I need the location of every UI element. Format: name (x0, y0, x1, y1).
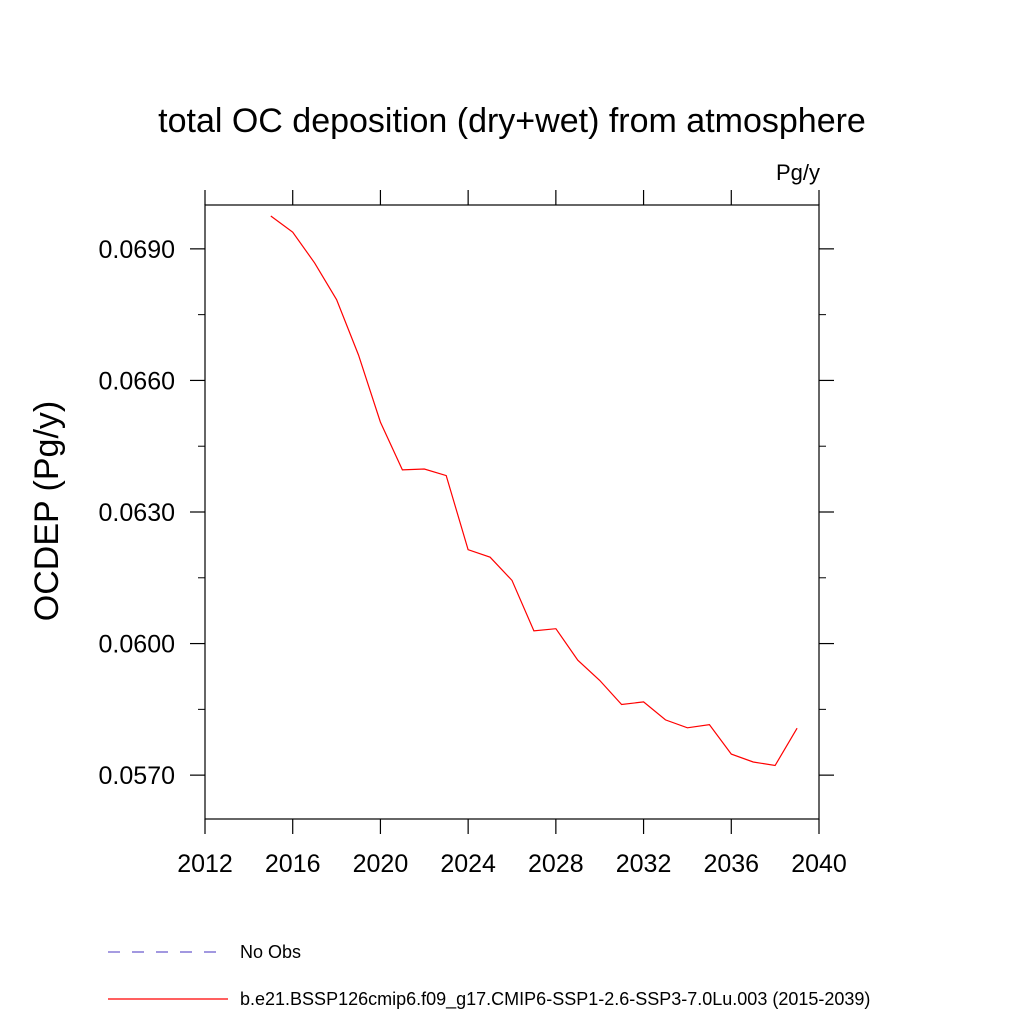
x-tick-label: 2020 (353, 850, 409, 878)
x-tick-label: 2040 (791, 850, 847, 878)
x-tick-label: 2016 (265, 850, 321, 878)
y-axis-label: OCDEP (Pg/y) (28, 401, 66, 621)
legend-label: b.e21.BSSP126cmip6.f09_g17.CMIP6-SSP1-2.… (240, 989, 870, 1010)
units-label: Pg/y (776, 160, 820, 185)
x-tick-label: 2036 (703, 850, 759, 878)
legend: No Obs b.e21.BSSP126cmip6.f09_g17.CMIP6-S… (108, 942, 870, 1010)
x-tick-label: 2028 (528, 850, 584, 878)
x-tick-label: 2024 (440, 850, 496, 878)
chart-title: total OC deposition (dry+wet) from atmos… (158, 102, 866, 140)
plot-frame (204, 204, 820, 820)
series-layer (270, 215, 798, 767)
y-tick-label: 0.0690 (99, 236, 175, 264)
x-tick-label: 2012 (177, 850, 233, 878)
x-tick-label: 2032 (616, 850, 672, 878)
y-tick-label: 0.0600 (99, 631, 175, 659)
y-tick-label: 0.0630 (99, 499, 175, 527)
series-line (270, 215, 798, 767)
y-tick-label: 0.0570 (99, 762, 175, 790)
axis-ticks: 2012 2016 2020 2024 2028 2032 2036 2040 0.0570 0.… (99, 190, 847, 878)
y-tick-label: 0.0660 (99, 367, 175, 395)
legend-label: No Obs (240, 942, 301, 962)
